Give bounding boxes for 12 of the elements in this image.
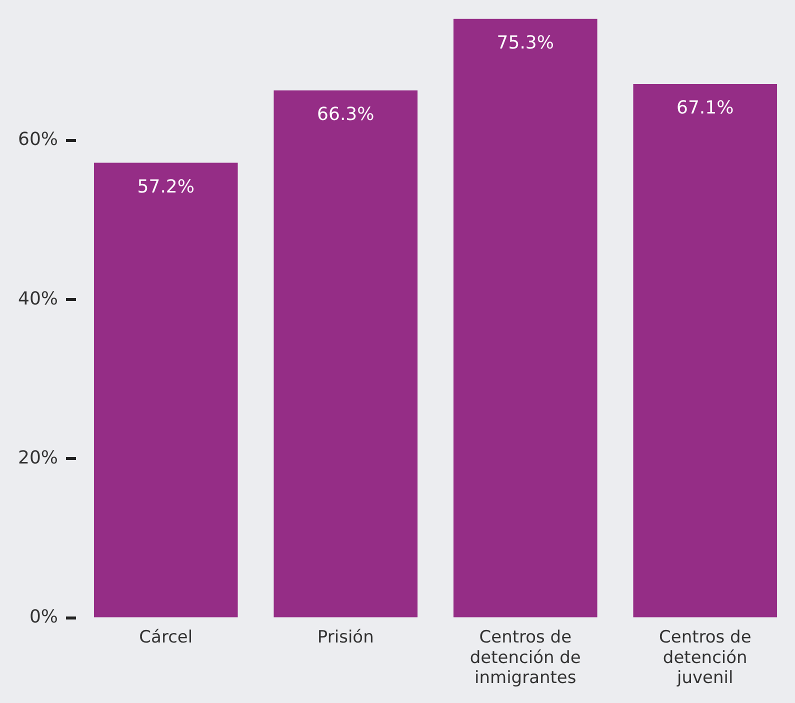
data-label: 75.3%	[496, 32, 554, 54]
x-tick-label: Centros de detención juvenil	[658, 627, 752, 688]
y-tick-label: 0%	[29, 606, 58, 628]
x-tick-label: Prisión	[317, 627, 374, 648]
y-tick-label: 60%	[18, 129, 58, 150]
data-label: 66.3%	[317, 104, 374, 126]
x-tick-label: Cárcel	[139, 627, 193, 648]
y-tick-label: 40%	[18, 288, 58, 310]
y-tick-label: 20%	[18, 447, 58, 468]
x-tick-label: Centros de detención de inmigrantes	[470, 627, 581, 688]
data-label: 57.2%	[137, 176, 194, 198]
data-label: 67.1%	[676, 98, 734, 119]
